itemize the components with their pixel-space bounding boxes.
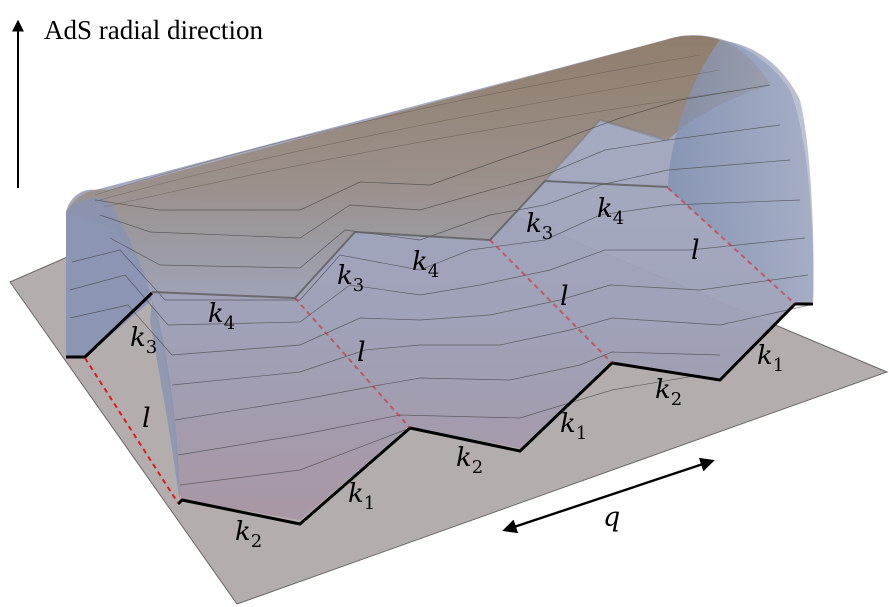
l-label-mid1: l <box>357 337 366 368</box>
surface-roof <box>66 35 770 299</box>
l-label-right: l <box>691 235 700 266</box>
k2-label-3: k2 <box>655 375 682 410</box>
ads-radial-label: AdS radial direction <box>44 15 263 45</box>
k1-label-3: k1 <box>757 341 784 376</box>
surface-left-cap <box>66 198 152 357</box>
k4-label-right: k4 <box>597 194 624 229</box>
k4-label-left: k4 <box>208 299 235 334</box>
l-edges <box>84 187 796 504</box>
surface-left-front-cap <box>150 300 180 500</box>
contour-lines <box>69 84 811 486</box>
roof-lines <box>94 54 741 208</box>
k4-label-mid: k4 <box>412 247 439 282</box>
q-arrow <box>502 457 715 534</box>
l-label-left: l <box>142 403 151 434</box>
k2-label-1: k2 <box>235 517 262 552</box>
top-ridge <box>151 118 669 300</box>
k2-label-2: k2 <box>456 443 483 478</box>
k1-label-2: k1 <box>560 409 587 444</box>
k3-label-left: k3 <box>130 323 157 358</box>
boundary-segments <box>66 291 813 526</box>
k1-label-1: k1 <box>348 479 375 514</box>
l-label-mid2: l <box>560 281 569 312</box>
surface-right-cap <box>668 40 814 304</box>
k3-label-mid: k3 <box>337 261 364 296</box>
q-label: q <box>603 502 620 533</box>
k3-label-right: k3 <box>526 209 553 244</box>
